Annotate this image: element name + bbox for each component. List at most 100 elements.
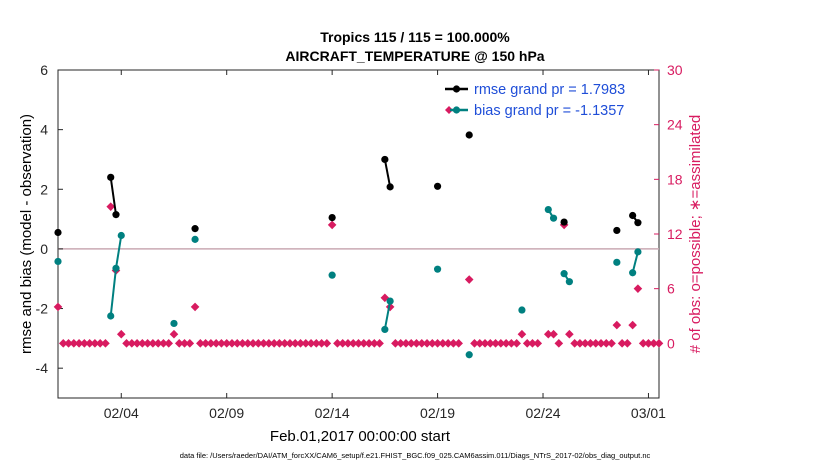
possible-point — [417, 339, 427, 348]
x-tick-label: 02/14 — [315, 405, 350, 421]
rmse-point — [191, 225, 199, 233]
possible-point — [254, 339, 263, 348]
possible-point — [58, 339, 68, 348]
possible-point — [654, 339, 664, 348]
possible-point — [549, 329, 558, 339]
possible-point — [406, 339, 416, 348]
possible-point — [543, 329, 553, 339]
y2-tick-label: 6 — [667, 281, 675, 297]
possible-point — [217, 339, 226, 348]
bias-point — [465, 351, 473, 359]
legend-box — [441, 76, 654, 120]
possible-point — [354, 339, 363, 348]
possible-point — [348, 339, 358, 348]
possible-point — [565, 329, 574, 339]
possible-point — [596, 339, 606, 348]
possible-point — [243, 339, 253, 348]
rmse-line-segment — [109, 177, 117, 215]
x-tick-label: 02/19 — [420, 405, 455, 421]
possible-point — [480, 339, 490, 348]
possible-point — [612, 320, 622, 330]
bias-point — [565, 278, 573, 286]
possible-point — [580, 339, 590, 348]
rmse-point — [328, 214, 336, 222]
possible-point — [264, 339, 274, 348]
bias-series — [54, 205, 642, 359]
possible-point — [290, 339, 300, 348]
possible-point — [333, 339, 342, 348]
bias-point — [117, 231, 125, 240]
possible-point — [322, 339, 332, 348]
x-tick-label: 02/09 — [209, 405, 244, 421]
possible-point — [238, 339, 247, 348]
chart-title: Tropics 115 / 115 = 100.000% — [320, 29, 510, 45]
rmse-point — [629, 211, 637, 220]
possible-point — [575, 339, 585, 348]
rmse-point — [381, 155, 389, 164]
y2-axis-label: # of obs: o=possible; ∗=assimilated — [687, 115, 704, 354]
legend: rmse grand pr = 1.7983 bias grand pr = -… — [441, 76, 654, 120]
possible-point — [280, 339, 289, 348]
bias-point — [613, 258, 621, 266]
possible-point — [464, 275, 474, 284]
bias-point — [433, 265, 442, 273]
x-tick-label: 03/01 — [631, 405, 666, 421]
x-axis-ticks: 02/04 02/09 02/14 02/19 02/24 03/01 — [104, 70, 666, 421]
possible-point — [570, 339, 579, 348]
legend-bias-marker — [452, 106, 461, 114]
possible-point — [512, 339, 521, 348]
possible-point — [143, 339, 152, 348]
possible-point — [227, 339, 237, 348]
possible-point — [301, 339, 311, 348]
possible-point — [74, 339, 84, 348]
possible-point — [591, 339, 601, 348]
possible-point — [101, 339, 110, 348]
possible-point — [306, 339, 316, 348]
possible-point — [533, 339, 543, 348]
legend-rmse-label: rmse grand pr = 1.7983 — [474, 82, 625, 98]
y-tick-label: 2 — [40, 181, 48, 197]
legend-bias-label: bias grand pr = -1.1357 — [474, 103, 624, 119]
possible-point — [164, 339, 174, 348]
rmse-point — [433, 182, 442, 190]
possible-point — [122, 339, 131, 348]
y-tick-label: 4 — [40, 122, 48, 138]
possible-point — [138, 339, 147, 348]
possible-point — [64, 339, 73, 348]
bias-point — [191, 235, 199, 243]
possible-point — [644, 339, 653, 348]
possible-point — [528, 339, 537, 348]
bias-point — [629, 269, 637, 277]
possible-point — [517, 329, 527, 339]
possible-point — [375, 339, 384, 348]
possible-point — [507, 339, 516, 348]
possible-point — [148, 339, 158, 348]
y-tick-label: -2 — [36, 301, 49, 317]
possible-point — [275, 339, 284, 348]
bias-point — [634, 248, 642, 256]
bias-line-segment — [383, 300, 392, 330]
possible-point — [554, 339, 564, 348]
possible-point — [433, 339, 442, 348]
y2-tick-label: 30 — [667, 62, 683, 78]
possible-point — [53, 302, 63, 312]
possible-point — [174, 339, 184, 348]
bias-point — [518, 306, 526, 314]
y-tick-label: 0 — [40, 241, 48, 257]
possible-point — [317, 339, 326, 348]
possible-series — [53, 202, 664, 348]
possible-point — [501, 339, 511, 348]
possible-point — [586, 339, 595, 348]
possible-point — [364, 339, 374, 348]
possible-point — [454, 339, 463, 348]
bias-point — [107, 312, 115, 320]
possible-point — [443, 339, 453, 348]
possible-point — [449, 339, 458, 348]
possible-point — [470, 339, 479, 348]
possible-point — [185, 339, 195, 348]
possible-point — [169, 329, 179, 339]
possible-point — [206, 339, 216, 348]
possible-point — [196, 339, 205, 348]
x-tick-label: 02/24 — [525, 405, 560, 421]
